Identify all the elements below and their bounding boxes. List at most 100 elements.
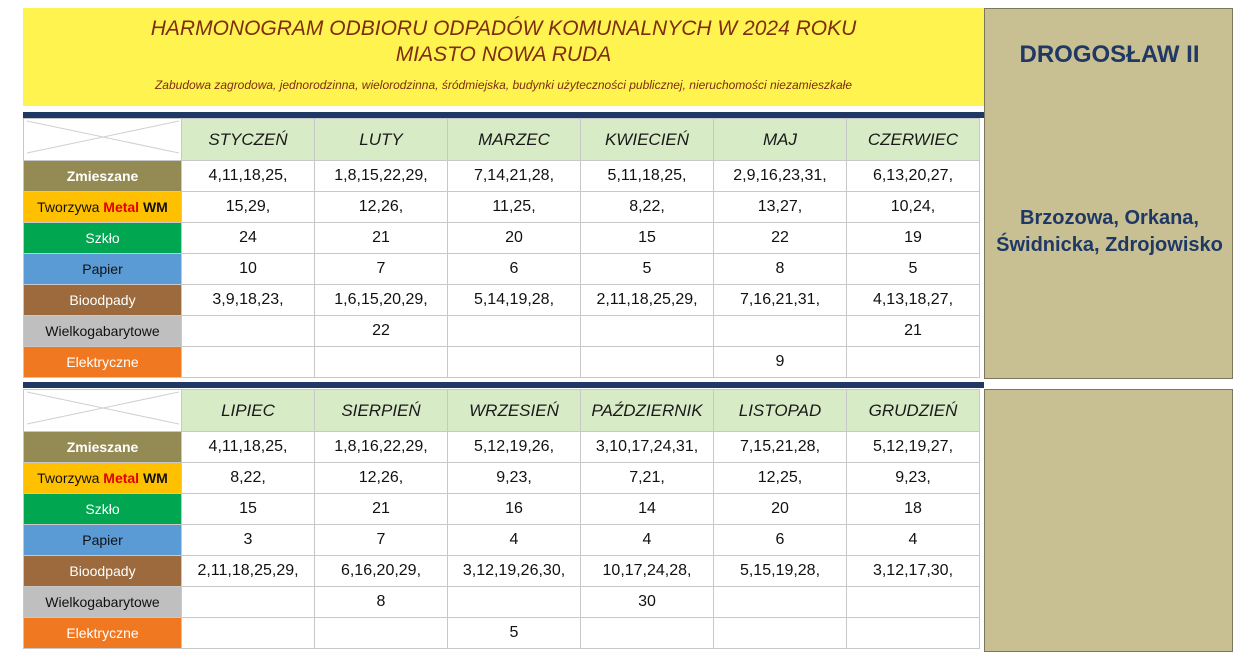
pickup-dates-cell: 9 <box>713 346 847 378</box>
pickup-dates-cell: 14 <box>580 493 714 525</box>
pickup-dates-cell: 30 <box>580 586 714 618</box>
pickup-dates-cell: 2,9,16,23,31, <box>713 160 847 192</box>
pickup-dates-cell <box>314 346 448 378</box>
month-header-row: LIPIEC SIERPIEŃ WRZESIEŃ PAŹDZIERNIK LISTOPA… <box>23 389 980 432</box>
page-subtitle-city: MIASTO NOWA RUDA <box>395 43 612 66</box>
waste-row-papier: Papier 10 7 6 5 8 5 <box>23 253 980 285</box>
category-label-papier: Papier <box>23 253 182 285</box>
waste-row-zmieszane: Zmieszane 4,11,18,25, 1,8,15,22,29, 7,14,21… <box>23 160 980 192</box>
category-label-elektryczne: Elektryczne <box>23 617 182 649</box>
pickup-dates-cell: 12,25, <box>713 462 847 494</box>
month-header: LIPIEC <box>181 389 315 432</box>
schedule-table-h1: STYCZEŃ LUTY MARZEC KWIECIEŃ MAJ CZERWIEC Zmie… <box>23 118 980 378</box>
section-divider <box>23 382 984 388</box>
category-label-bioodpady: Bioodpady <box>23 284 182 316</box>
category-label-tworzywa: Tworzywa Metal WM <box>23 191 182 223</box>
corner-cell <box>23 118 182 161</box>
pickup-dates-cell: 4,11,18,25, <box>181 431 315 463</box>
pickup-dates-cell: 7 <box>314 524 448 556</box>
month-header: KWIECIEŃ <box>580 118 714 161</box>
waste-row-elektryczne: Elektryczne 5 <box>23 617 980 649</box>
pickup-dates-cell: 8,22, <box>181 462 315 494</box>
pickup-dates-cell: 21 <box>314 222 448 254</box>
pickup-dates-cell: 4,13,18,27, <box>846 284 980 316</box>
pickup-dates-cell <box>713 617 847 649</box>
month-header: CZERWIEC <box>846 118 980 161</box>
pickup-dates-cell: 7,21, <box>580 462 714 494</box>
pickup-dates-cell: 12,26, <box>314 191 448 223</box>
pickup-dates-cell: 21 <box>314 493 448 525</box>
building-types-note: Zabudowa zagrodowa, jednorodzinna, wielo… <box>154 78 853 92</box>
category-label-wielkogabarytowe: Wielkogabarytowe <box>23 586 182 618</box>
waste-row-elektryczne: Elektryczne 9 <box>23 346 980 378</box>
streets-line: Brzozowa, Orkana, <box>1020 207 1199 229</box>
pickup-dates-cell: 5,15,19,28, <box>713 555 847 587</box>
pickup-dates-cell: 2,11,18,25,29, <box>580 284 714 316</box>
category-label-text: Tworzywa <box>37 199 104 215</box>
pickup-dates-cell: 4 <box>580 524 714 556</box>
waste-row-bioodpady: Bioodpady 3,9,18,23, 1,6,15,20,29, 5,14,19,… <box>23 284 980 316</box>
month-header: LUTY <box>314 118 448 161</box>
category-label-wm: WM <box>139 199 168 215</box>
pickup-dates-cell: 3,12,17,30, <box>846 555 980 587</box>
pickup-dates-cell: 1,8,15,22,29, <box>314 160 448 192</box>
pickup-dates-cell: 22 <box>314 315 448 347</box>
corner-cross-mark <box>26 120 179 154</box>
pickup-dates-cell: 5,14,19,28, <box>447 284 581 316</box>
pickup-dates-cell: 20 <box>447 222 581 254</box>
category-label-papier: Papier <box>23 524 182 556</box>
month-header: LISTOPAD <box>713 389 847 432</box>
category-label-metal: Metal <box>103 470 140 486</box>
pickup-dates-cell: 9,23, <box>846 462 980 494</box>
pickup-dates-cell: 6 <box>713 524 847 556</box>
pickup-dates-cell: 7,15,21,28, <box>713 431 847 463</box>
category-label-zmieszane: Zmieszane <box>23 431 182 463</box>
pickup-dates-cell: 5,12,19,26, <box>447 431 581 463</box>
streets-line: Świdnicka, Zdrojowisko <box>996 234 1223 256</box>
waste-row-papier: Papier 3 7 4 4 6 4 <box>23 524 980 556</box>
pickup-dates-cell: 2,11,18,25,29, <box>181 555 315 587</box>
pickup-dates-cell <box>846 617 980 649</box>
pickup-dates-cell: 22 <box>713 222 847 254</box>
pickup-dates-cell <box>846 346 980 378</box>
month-header: MARZEC <box>447 118 581 161</box>
pickup-dates-cell: 5,12,19,27, <box>846 431 980 463</box>
waste-row-wielkogabarytowe: Wielkogabarytowe 8 30 <box>23 586 980 618</box>
pickup-dates-cell <box>314 617 448 649</box>
district-name: DROGOSŁAW II <box>1019 41 1200 68</box>
pickup-dates-cell: 5 <box>447 617 581 649</box>
pickup-dates-cell <box>181 315 315 347</box>
waste-row-tworzywa: Tworzywa Metal WM 8,22, 12,26, 9,23, 7,21, 12… <box>23 462 980 494</box>
waste-row-szklo: Szkło 15 21 16 14 20 18 <box>23 493 980 525</box>
waste-row-zmieszane: Zmieszane 4,11,18,25, 1,8,16,22,29, 5,12,19… <box>23 431 980 463</box>
category-label-bioodpady: Bioodpady <box>23 555 182 587</box>
pickup-dates-cell: 4,11,18,25, <box>181 160 315 192</box>
pickup-dates-cell: 10,17,24,28, <box>580 555 714 587</box>
category-label-text: Tworzywa <box>37 470 104 486</box>
waste-row-wielkogabarytowe: Wielkogabarytowe 22 21 <box>23 315 980 347</box>
pickup-dates-cell: 7 <box>314 253 448 285</box>
pickup-dates-cell: 1,8,16,22,29, <box>314 431 448 463</box>
pickup-dates-cell: 16 <box>447 493 581 525</box>
corner-cross-mark <box>26 391 179 425</box>
pickup-dates-cell <box>713 315 847 347</box>
pickup-dates-cell: 3,9,18,23, <box>181 284 315 316</box>
pickup-dates-cell: 10,24, <box>846 191 980 223</box>
pickup-dates-cell: 3 <box>181 524 315 556</box>
pickup-dates-cell: 6 <box>447 253 581 285</box>
pickup-dates-cell <box>447 586 581 618</box>
page-title: HARMONOGRAM ODBIORU ODPADÓW KOMUNALNYCH … <box>150 17 857 40</box>
header-banner: HARMONOGRAM ODBIORU ODPADÓW KOMUNALNYCH … <box>23 8 984 106</box>
month-header: MAJ <box>713 118 847 161</box>
schedule-table-h2: LIPIEC SIERPIEŃ WRZESIEŃ PAŹDZIERNIK LISTOPA… <box>23 389 980 649</box>
pickup-dates-cell: 10 <box>181 253 315 285</box>
streets-list: Brzozowa, Orkana, Świdnicka, Zdrojowisko <box>985 205 1234 259</box>
pickup-dates-cell <box>580 315 714 347</box>
pickup-dates-cell <box>580 617 714 649</box>
category-label-metal: Metal <box>103 199 140 215</box>
section-divider <box>23 112 984 118</box>
waste-row-tworzywa: Tworzywa Metal WM 15,29, 12,26, 11,25, 8,22,… <box>23 191 980 223</box>
month-header: GRUDZIEŃ <box>846 389 980 432</box>
pickup-dates-cell: 24 <box>181 222 315 254</box>
category-label-tworzywa: Tworzywa Metal WM <box>23 462 182 494</box>
